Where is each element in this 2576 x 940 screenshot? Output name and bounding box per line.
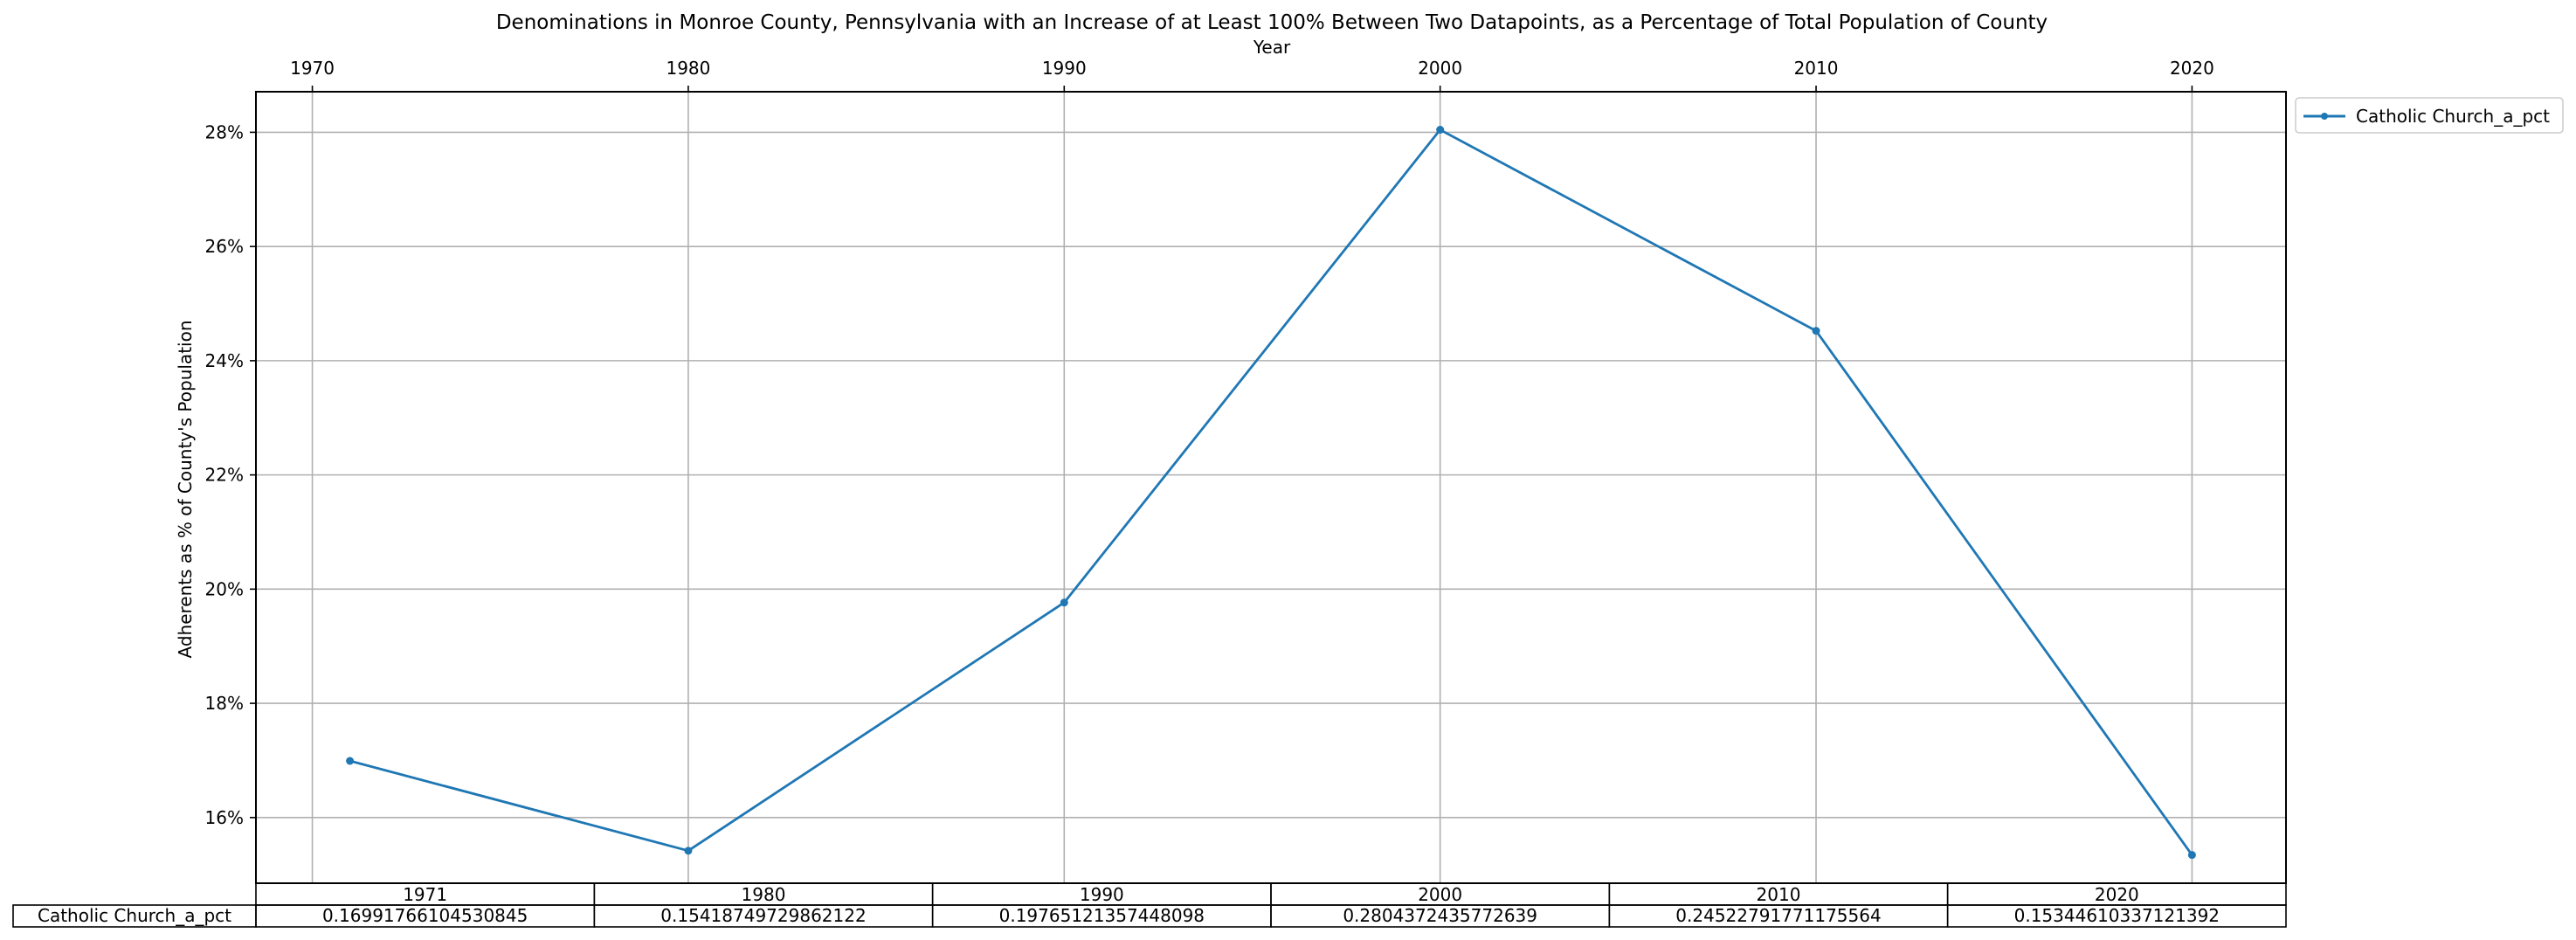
x-axis-ticks: 1970 1980 1990 2000 2010 2020 (290, 58, 2214, 92)
y-tick-label: 20% (205, 578, 244, 599)
table-cell-value: 0.2804372435772639 (1343, 905, 1537, 926)
series-line (349, 128, 2193, 856)
table-cell-value: 0.16991766104530845 (322, 905, 528, 926)
x-axis-label: Year (1253, 37, 1291, 58)
y-tick-label: 18% (205, 693, 244, 714)
legend: Catholic Church_a_pct (2295, 97, 2564, 134)
y-tick-label: 22% (205, 465, 244, 486)
plot-area (346, 126, 2196, 860)
plot-frame (255, 91, 2287, 884)
grid (256, 92, 2286, 883)
table-cell-value: 0.15344610337121392 (2014, 905, 2220, 926)
data-point (346, 757, 355, 765)
x-tick-label: 1980 (666, 58, 710, 79)
legend-box (2295, 97, 2564, 134)
data-point (684, 847, 693, 855)
table-cell-value: 0.15418749729862122 (660, 905, 866, 926)
table-column-header: 2010 (1757, 884, 1801, 905)
legend-marker-swatch (2321, 113, 2328, 120)
x-tick-label: 1970 (290, 58, 335, 79)
x-tick-label: 2010 (1794, 58, 1839, 79)
x-tick-label: 2020 (2170, 58, 2214, 79)
x-tick-label: 1990 (1042, 58, 1087, 79)
y-tick-label: 24% (205, 350, 244, 371)
table-column-header: 1971 (403, 884, 447, 905)
table-cell-value: 0.24522791771175564 (1675, 905, 1881, 926)
y-axis-ticks: 16% 18% 20% 22% 24% 26% 28% (205, 121, 256, 828)
table-column-header: 2000 (1418, 884, 1462, 905)
data-table: Catholic Church_a_pct 19710.1699176610453… (12, 882, 2287, 928)
table-cell-value: 0.19765121357448098 (999, 905, 1205, 926)
y-tick-label: 28% (205, 121, 244, 142)
table-column-header: 1980 (742, 884, 786, 905)
legend-label: Catholic Church_a_pct (2356, 106, 2550, 127)
y-axis-label: Adherents as % of County's Population (175, 320, 196, 658)
x-tick-label: 2000 (1418, 58, 1462, 79)
data-point (2187, 851, 2196, 860)
data-point (1060, 598, 1068, 607)
y-tick-label: 26% (205, 236, 244, 257)
table-column-header: 2020 (2095, 884, 2139, 905)
y-tick-label: 16% (205, 807, 244, 828)
table-cell (1946, 904, 2287, 928)
data-point (1436, 126, 1445, 135)
data-point (1812, 327, 1820, 335)
table-row-label: Catholic Church_a_pct (38, 905, 231, 926)
chart-title: Denominations in Monroe County, Pennsylv… (496, 11, 2048, 34)
table-column-header: 1990 (1080, 884, 1124, 905)
